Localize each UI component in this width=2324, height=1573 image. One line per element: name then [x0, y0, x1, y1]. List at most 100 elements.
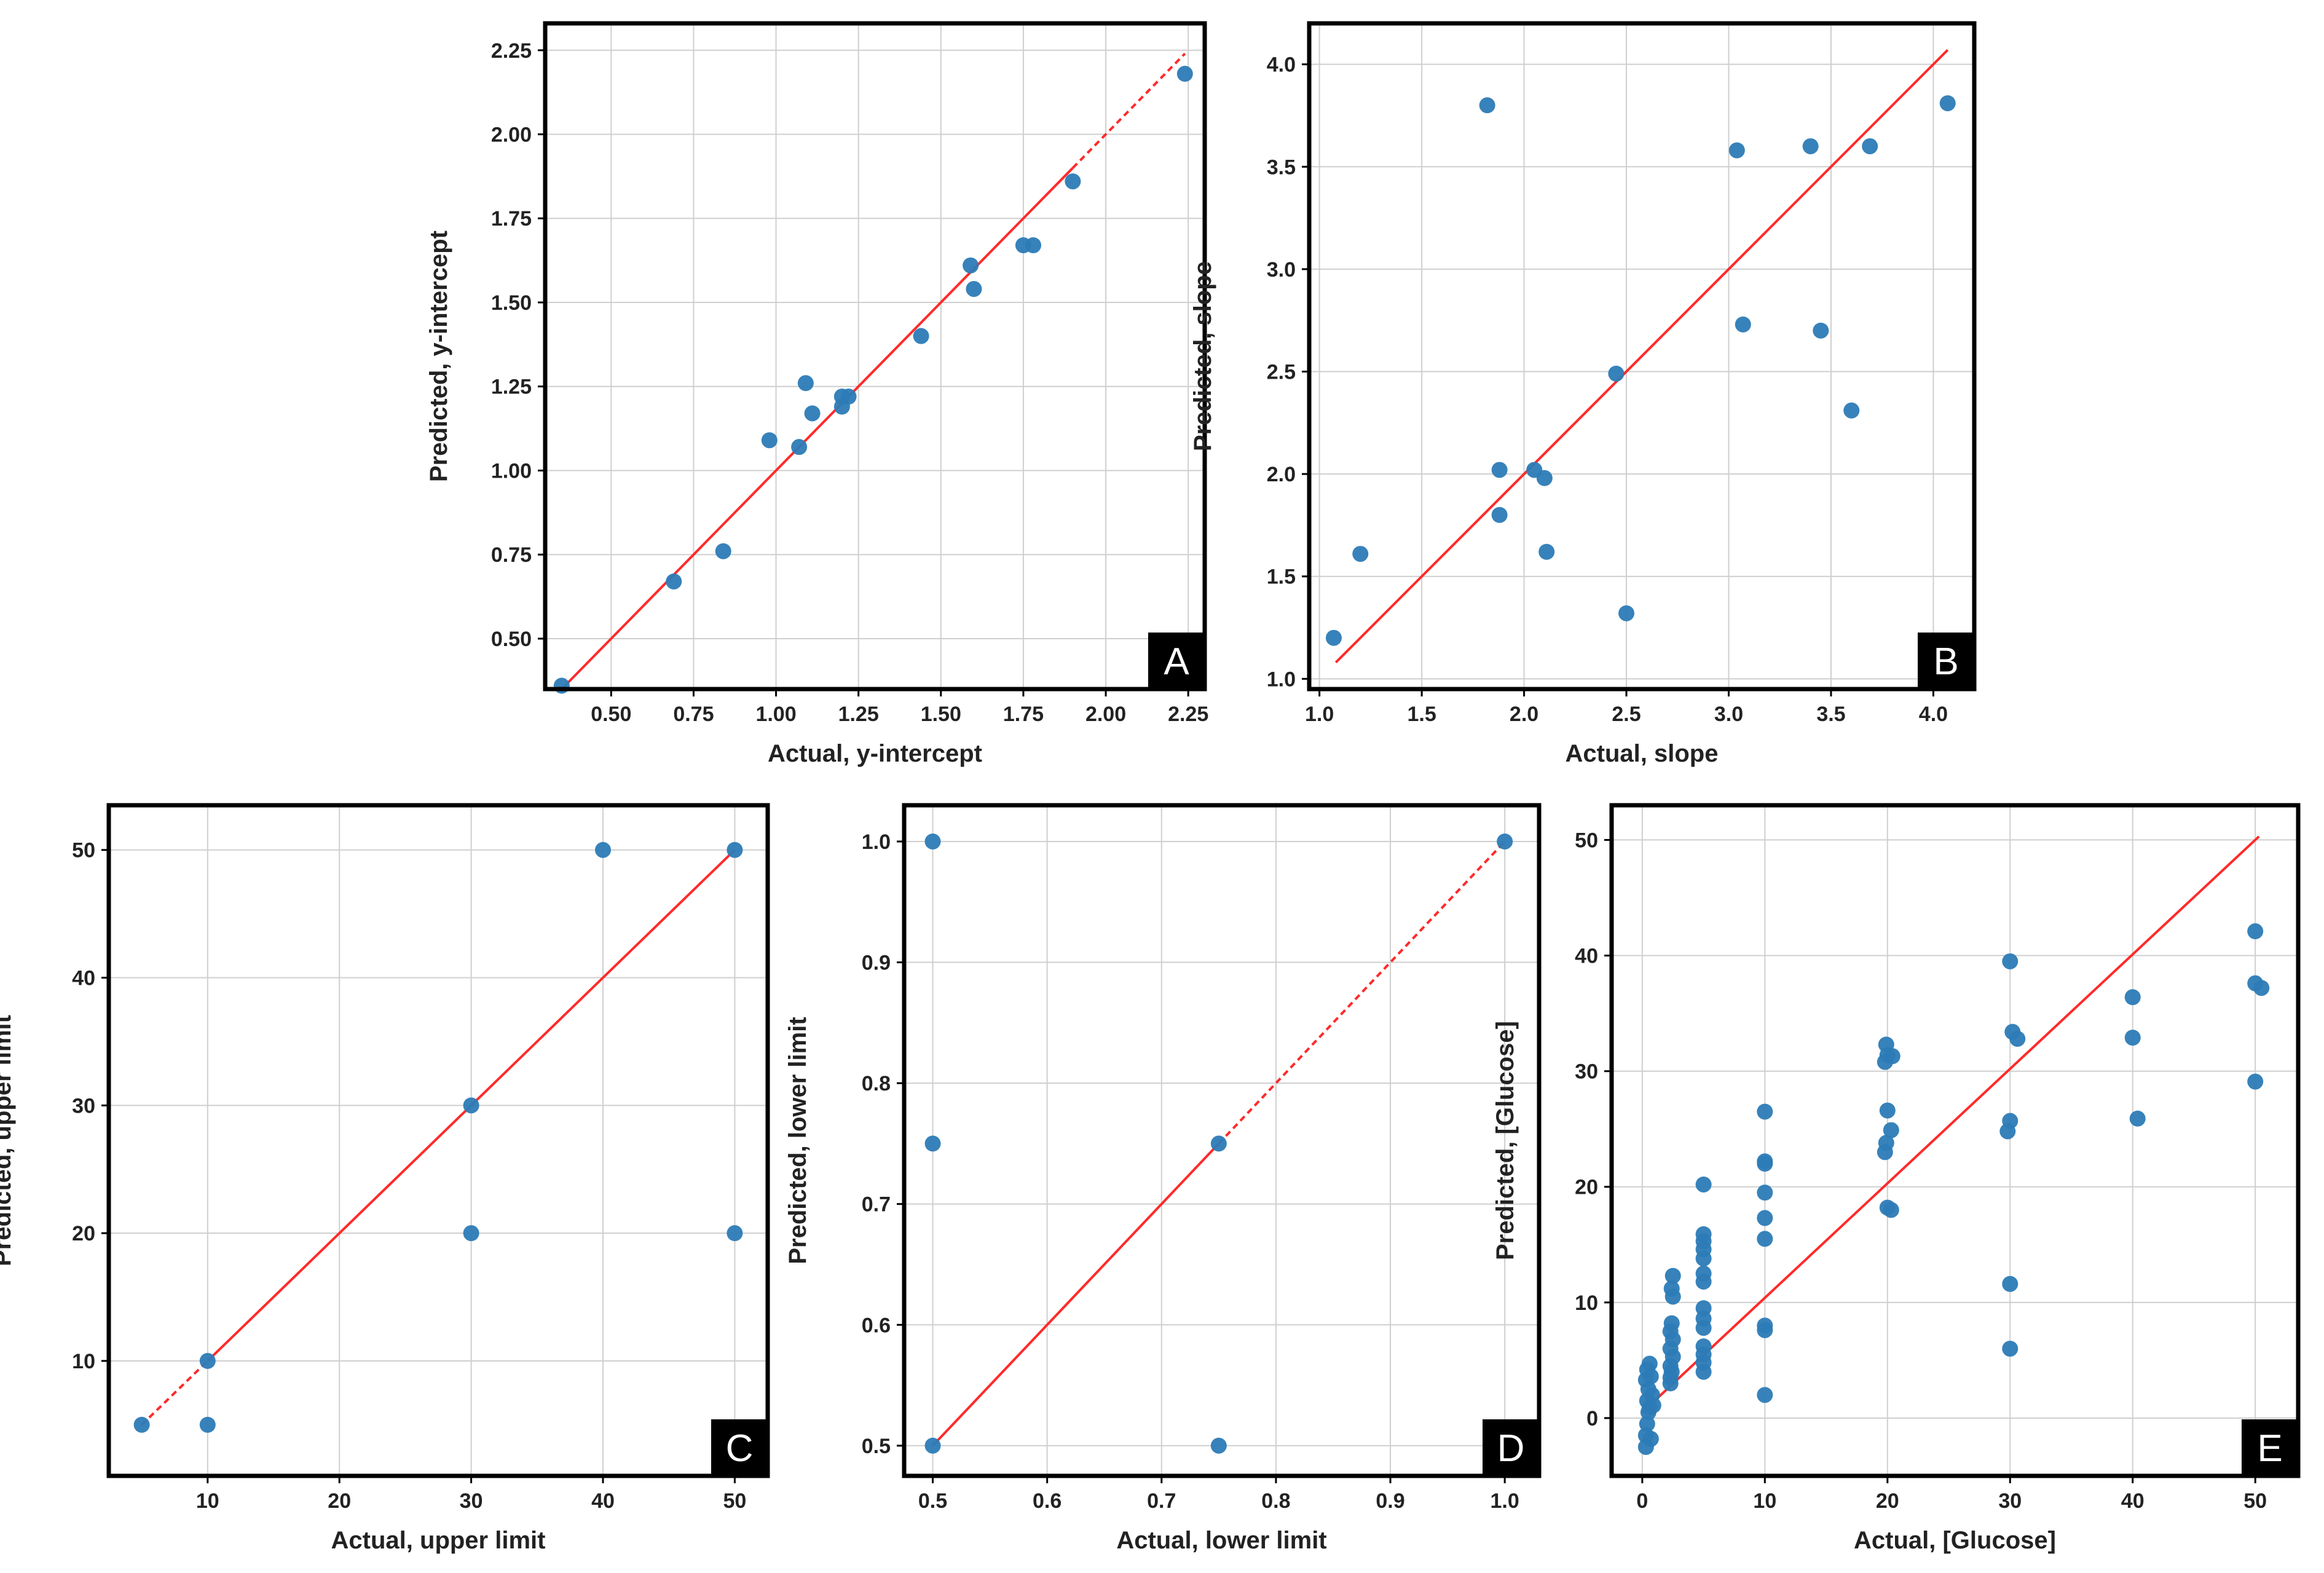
data-point — [1176, 66, 1193, 82]
data-point — [463, 1097, 479, 1114]
data-point — [2002, 1275, 2019, 1292]
fit-line-dashed — [141, 1360, 209, 1426]
data-point — [924, 1437, 941, 1454]
x-tick-label: 20 — [1876, 1489, 1899, 1513]
x-tick-label: 0.5 — [918, 1489, 947, 1513]
data-point — [1325, 629, 1342, 646]
y-tick-label: 20 — [72, 1222, 95, 1245]
data-point — [463, 1225, 479, 1242]
y-tick-label: 3.5 — [1267, 156, 1296, 179]
y-axis-label: Predicted, lower limit — [784, 1017, 811, 1264]
data-point — [1695, 1338, 1712, 1355]
data-point — [1210, 1135, 1227, 1152]
data-point — [2129, 1110, 2146, 1127]
x-tick-label: 30 — [460, 1489, 483, 1513]
panel-badge-bg — [2242, 1419, 2298, 1476]
fit-line-dashed — [1071, 52, 1186, 169]
data-point — [2124, 989, 2141, 1006]
data-point — [1538, 543, 1555, 560]
data-point — [1608, 365, 1625, 382]
x-tick-label: 4.0 — [1919, 703, 1948, 726]
plot-frame — [543, 21, 1207, 692]
data-point — [1757, 1231, 1773, 1247]
data-point — [791, 439, 808, 455]
y-tick-label: 0.8 — [862, 1072, 891, 1095]
x-tick-label: 10 — [196, 1489, 219, 1513]
plot-frame — [1609, 803, 2301, 1478]
data-point — [1536, 470, 1553, 486]
data-point — [1735, 316, 1751, 333]
x-tick-label: 1.50 — [921, 703, 961, 726]
data-point — [1210, 1437, 1227, 1454]
y-tick-label: 1.0 — [1267, 668, 1296, 691]
x-axis-label: Actual, [Glucose] — [1854, 1527, 2056, 1554]
y-tick-label: 50 — [1575, 829, 1598, 852]
y-tick-label: 0.5 — [862, 1435, 891, 1458]
data-point — [666, 573, 682, 589]
fit-line-solid — [561, 167, 1074, 690]
fit-line-solid — [1334, 49, 1949, 664]
panel-badge-letter: A — [1164, 641, 1189, 683]
plot-area — [109, 805, 768, 1476]
x-tick-label: 10 — [1753, 1489, 1776, 1513]
data-point — [761, 432, 778, 449]
x-axis-label: Actual, lower limit — [1116, 1527, 1326, 1554]
panel-d-lower-limit-scatter: 0.5 0.6 0.7 0.8 0.9 1.0 0.5 0.6 0.7 0.8 0.9 1.0 Actu… — [784, 803, 1542, 1554]
data-point — [1878, 1135, 1894, 1151]
fit-line-solid — [932, 1143, 1220, 1447]
data-point — [1695, 1300, 1712, 1317]
plot-frame — [1307, 21, 1977, 692]
y-axis-label: Predicted, upper limit — [0, 1015, 16, 1266]
x-axis-label: Actual, upper limit — [331, 1527, 546, 1554]
data-point — [1883, 1122, 1899, 1138]
panel-c-upper-limit-scatter: 10 20 30 40 50 10 20 30 40 50 Actual, upper limit P… — [0, 803, 770, 1554]
y-tick-label: 50 — [72, 839, 95, 862]
data-point — [1639, 1416, 1655, 1432]
y-tick-label: 1.25 — [491, 376, 532, 399]
y-tick-label: 1.5 — [1267, 566, 1296, 589]
data-point — [727, 842, 743, 858]
x-tick-label: 40 — [591, 1489, 615, 1513]
data-point — [1065, 173, 1081, 190]
panel-b-slope-scatter: 1.0 1.5 2.0 2.5 3.0 3.5 4.0 1.0 1.5 2.0 2.5 3.0 3.5 4… — [1189, 21, 1977, 767]
panel-badge-bg — [1148, 633, 1205, 689]
data-point — [1662, 1375, 1679, 1392]
data-point — [924, 833, 941, 850]
data-point — [595, 842, 611, 858]
x-tick-label: 0.9 — [1376, 1489, 1404, 1513]
x-tick-label: 40 — [2121, 1489, 2145, 1513]
data-point — [1879, 1102, 1896, 1119]
y-tick-label: 3.0 — [1267, 258, 1296, 282]
panel-e-glucose-scatter: 0 10 20 30 40 50 0 10 20 30 40 50 Actual, [Glucose] P… — [1492, 803, 2301, 1554]
plot-frame — [902, 803, 1542, 1478]
x-tick-label: 1.25 — [838, 703, 879, 726]
data-point — [133, 1416, 150, 1433]
y-axis-label: Predicted, y-intercept — [425, 231, 452, 482]
fit-line-dashed — [1218, 840, 1506, 1145]
y-tick-label: 1.50 — [491, 291, 532, 315]
data-point — [2124, 1030, 2141, 1046]
x-tick-label: 0.75 — [673, 703, 714, 726]
y-tick-label: 0.75 — [491, 543, 532, 567]
panel-badge-letter: D — [1497, 1427, 1525, 1470]
panel-a-y-intercept-scatter: 0.50 0.75 1.00 1.25 1.50 1.75 2.00 2.25 0.50 0.75… — [425, 21, 1208, 767]
data-point — [1641, 1355, 1658, 1372]
y-tick-label: 30 — [1575, 1060, 1598, 1084]
panel-badge-bg — [1483, 1419, 1539, 1476]
data-point — [1862, 138, 1878, 154]
data-point — [1757, 1103, 1773, 1120]
data-point — [1813, 322, 1829, 339]
data-point — [1491, 507, 1508, 523]
x-tick-label: 3.0 — [1714, 703, 1743, 726]
y-tick-label: 0.6 — [862, 1314, 891, 1337]
x-tick-label: 0.6 — [1033, 1489, 1062, 1513]
data-point — [966, 281, 982, 298]
x-tick-label: 1.00 — [755, 703, 796, 726]
y-tick-label: 1.00 — [491, 459, 532, 483]
data-point — [1025, 237, 1042, 253]
y-tick-label: 2.00 — [491, 124, 532, 147]
x-tick-label: 2.0 — [1510, 703, 1538, 726]
x-tick-label: 0.8 — [1261, 1489, 1290, 1513]
data-point — [1843, 402, 1860, 419]
y-tick-label: 1.75 — [491, 207, 532, 231]
